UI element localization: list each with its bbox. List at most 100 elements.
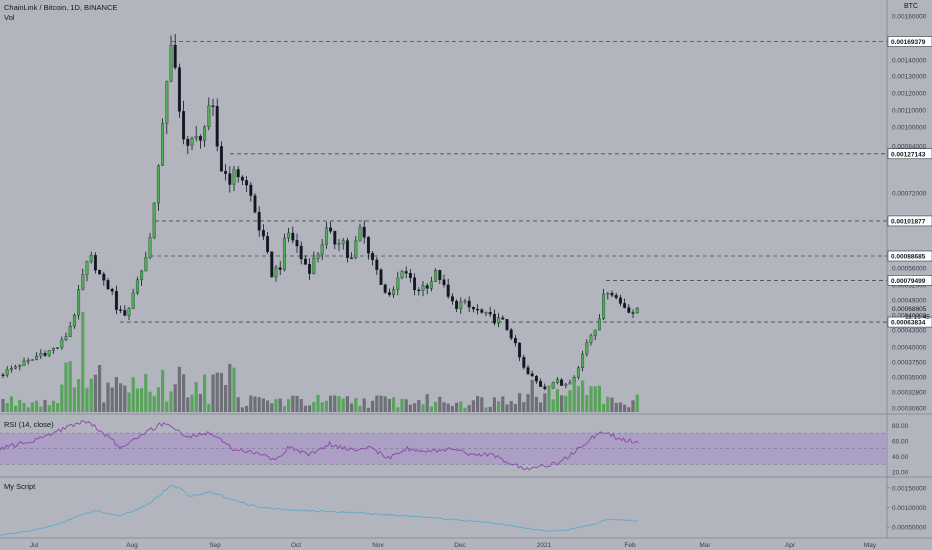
candle-body [194, 136, 198, 139]
volume-bar [144, 373, 148, 412]
volume-bar [450, 405, 454, 412]
candle-body [236, 169, 240, 178]
candle-body [530, 373, 534, 377]
volume-bar [5, 403, 9, 412]
rsi-tick-label: 60.00 [892, 438, 909, 445]
volume-bar [320, 402, 324, 412]
price-tick-label: 0.00052000 [892, 283, 927, 290]
candle-body [446, 284, 450, 297]
candle-body [576, 367, 580, 378]
candle-body [119, 309, 123, 311]
candle-body [64, 336, 68, 341]
volume-bar [623, 404, 627, 412]
candle-body [156, 165, 160, 204]
candle-body [333, 231, 337, 245]
candle-body [211, 105, 215, 107]
volume-bar [413, 403, 417, 412]
price-tick-label: 0.00049000 [892, 298, 927, 305]
candle-body [467, 300, 471, 308]
candle-body [551, 382, 555, 389]
time-tick-label: Jul [30, 542, 39, 549]
volume-bar [26, 407, 30, 412]
candle-body [606, 292, 610, 295]
volume-bar [518, 393, 522, 412]
candle-body [383, 284, 387, 293]
candle-body [18, 365, 22, 367]
volume-bar [488, 406, 492, 412]
candle-body [635, 308, 639, 313]
candle-body [425, 285, 429, 289]
candle-body [539, 381, 543, 387]
candle-body [618, 297, 622, 304]
volume-bar [152, 396, 156, 412]
candle-body [232, 169, 236, 185]
volume-bar [110, 387, 114, 412]
volume-label: Vol [4, 13, 15, 22]
level-label: 0.00127143 [891, 151, 926, 158]
volume-bar [282, 406, 286, 412]
candle-body [404, 271, 408, 274]
volume-bar [576, 386, 580, 412]
volume-bar [509, 401, 513, 412]
candle-body [484, 312, 488, 314]
candle-body [9, 368, 13, 370]
candle-body [266, 236, 270, 252]
volume-bar [35, 400, 39, 412]
candle-body [182, 111, 186, 140]
candle-body [144, 257, 148, 272]
level-label-box [887, 316, 932, 328]
candle-body [106, 280, 110, 290]
volume-bar [631, 400, 635, 412]
volume-bar [497, 401, 501, 412]
candle-body [47, 350, 51, 356]
rsi-tick-label: 20.00 [892, 470, 909, 477]
volume-bar [165, 401, 169, 412]
candle-body [480, 309, 484, 313]
volume-bar [224, 385, 228, 412]
level-label-box [887, 36, 932, 47]
price-tick-label: 0.00040000 [892, 345, 927, 352]
volume-bar [127, 392, 131, 412]
volume-bar [530, 379, 534, 412]
candle-body [173, 44, 177, 68]
candle-body [51, 348, 55, 351]
price-tick-label: 0.00030600 [892, 406, 927, 413]
volume-bar [455, 402, 459, 412]
candle-body [597, 318, 601, 331]
candle-body [282, 237, 286, 270]
price-tick-label: 0.00072000 [892, 191, 927, 198]
volume-bar [425, 394, 429, 412]
volume-bar [278, 398, 282, 412]
candle-body [316, 254, 320, 259]
level-label: 0.00101877 [891, 218, 926, 225]
candle-body [371, 253, 375, 261]
candle-body [169, 44, 173, 82]
candle-body [207, 105, 211, 128]
price-tick-label: 0.00056000 [892, 266, 927, 273]
volume-bar [337, 396, 341, 412]
volume-bar [614, 402, 618, 412]
volume-bar [22, 402, 26, 412]
candle-body [287, 232, 291, 239]
candle-body [77, 289, 81, 316]
candle-body [303, 258, 307, 265]
price-tick-label: 0.00032800 [892, 390, 927, 397]
volume-bar [39, 406, 43, 412]
volume-bar [333, 395, 337, 412]
price-tick-label: 0.00035000 [892, 375, 927, 382]
candle-body [627, 307, 631, 313]
rsi-line [0, 419, 639, 471]
candle-body [513, 338, 517, 344]
price-tick-label: 0.00084000 [892, 144, 927, 151]
volume-bar [312, 401, 316, 412]
candle-body [366, 237, 370, 254]
volume-bar [186, 397, 190, 412]
volume-bar [64, 362, 68, 412]
time-tick-label: Nov [372, 542, 384, 549]
volume-bar [194, 381, 198, 412]
candle-body [85, 261, 89, 275]
script-tick-label: 0.00150000 [892, 485, 927, 492]
candle-body [60, 339, 64, 348]
time-tick-label: Apr [785, 542, 796, 549]
